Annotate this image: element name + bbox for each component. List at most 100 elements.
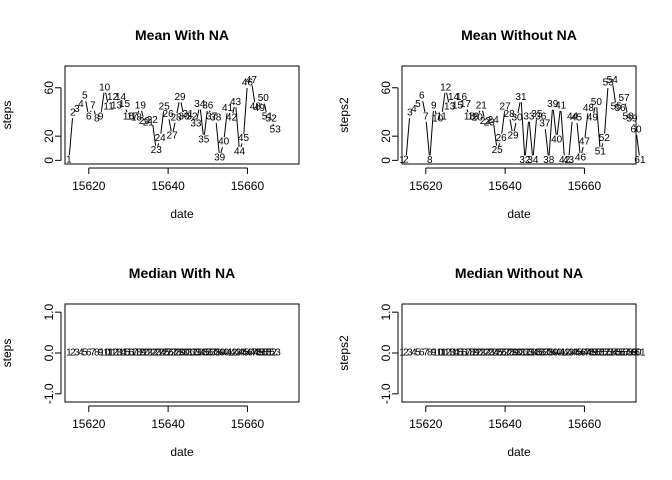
data-point-label: 22	[480, 116, 492, 127]
series-segment	[524, 121, 529, 156]
series-segment	[425, 121, 430, 156]
data-point-label: 30	[178, 348, 190, 359]
data-point-label: 5	[82, 91, 88, 102]
series-segment	[263, 103, 267, 113]
data-point-label: 52	[599, 133, 611, 144]
data-point-label: 18	[464, 348, 476, 359]
data-point-label: 9	[431, 100, 437, 111]
series-segment	[240, 143, 243, 148]
data-point-label: 37	[539, 348, 551, 359]
x-axis-label: date	[507, 207, 531, 221]
data-point-label: 61	[634, 348, 646, 359]
data-point-label: 35	[198, 134, 210, 145]
data-point-label: 2	[70, 348, 76, 359]
data-point-label: 20	[139, 348, 151, 359]
data-point-label: 35	[531, 109, 543, 120]
y-tick-label: 20	[42, 129, 56, 143]
series-segment	[232, 107, 235, 114]
data-point-label: 39	[547, 348, 559, 359]
series-segment	[520, 102, 526, 156]
data-point-label: 7	[90, 348, 96, 359]
data-point-label: 19	[135, 100, 147, 111]
y-tick-label: -1.0	[42, 383, 56, 404]
data-point-label: 15	[119, 348, 131, 359]
data-point-label: 34	[527, 348, 539, 359]
data-point-label: 58	[623, 111, 635, 122]
data-point-label: 34	[194, 348, 206, 359]
data-point-label: 32	[186, 111, 198, 122]
data-point-label: 11	[436, 111, 447, 122]
data-point-label: 17	[127, 111, 139, 122]
data-point-label: 60	[630, 125, 642, 136]
data-point-label: 56	[615, 348, 627, 359]
x-tick-label: 15620	[72, 417, 106, 431]
data-point-label: 45	[571, 348, 583, 359]
x-axis-label: date	[170, 445, 194, 459]
data-point-label: 20	[472, 113, 484, 124]
data-point-label: 16	[456, 348, 468, 359]
data-point-label: 13	[111, 100, 123, 111]
data-point-label: 6	[419, 348, 425, 359]
series-segment	[160, 112, 165, 134]
data-point-label: 54	[607, 75, 619, 86]
x-tick-label: 15640	[488, 417, 522, 431]
data-point-label: 14	[115, 92, 127, 103]
data-point-label: 52	[266, 114, 278, 125]
series-segment	[581, 146, 584, 154]
data-point-label: 50	[258, 93, 270, 104]
series-segment	[528, 121, 533, 156]
data-point-label: 51	[595, 146, 607, 157]
series-segment	[137, 110, 140, 114]
data-point-label: 50	[591, 97, 603, 108]
data-point-label: 12	[440, 82, 452, 93]
data-point-label: 22	[480, 348, 492, 359]
series-segment	[501, 112, 505, 134]
data-point-label: 18	[131, 113, 143, 124]
data-point-label: 43	[563, 155, 575, 166]
data-point-label: 43	[563, 348, 575, 359]
data-point-label: 53	[603, 77, 615, 88]
data-point-label: 38	[210, 348, 222, 359]
data-point-label: 46	[242, 348, 254, 359]
data-point-label: 52	[599, 348, 611, 359]
x-tick-label: 15660	[568, 417, 602, 431]
data-point-label: 31	[515, 348, 527, 359]
data-point-label: 32	[519, 348, 531, 359]
data-point-label: 19	[468, 348, 480, 359]
series-segment	[223, 113, 228, 138]
series-segment	[478, 110, 481, 114]
series-segment	[152, 125, 157, 146]
data-point-label: 49	[587, 348, 599, 359]
data-point-label: 51	[595, 348, 607, 359]
series-segment	[100, 92, 105, 112]
series-segment	[141, 110, 144, 117]
data-point-label: 54	[607, 348, 619, 359]
data-point-label: 59	[626, 114, 638, 125]
data-point-label: 44	[567, 348, 579, 359]
data-point-label: 44	[234, 146, 246, 157]
data-point-label: 53	[270, 125, 282, 136]
data-point-label: 6	[86, 111, 92, 122]
series-segment	[157, 143, 160, 147]
data-point-label: 33	[190, 348, 202, 359]
data-point-label: 21	[476, 348, 488, 359]
data-point-label: 34	[194, 99, 206, 110]
data-point-label: 10	[99, 82, 111, 93]
data-point-label: 23	[484, 348, 496, 359]
data-point-label: 30	[511, 348, 523, 359]
data-point-label: 31	[515, 92, 527, 103]
series-segment	[422, 101, 426, 112]
chart-title: Median Without NA	[455, 265, 583, 281]
series-segment	[636, 135, 640, 156]
data-point-label: 43	[230, 348, 242, 359]
data-point-label: 17	[127, 348, 139, 359]
data-point-label: 41	[555, 348, 567, 359]
data-point-label: 28	[504, 109, 516, 120]
data-point-label: 12	[440, 348, 452, 359]
data-point-label: 48	[250, 348, 262, 359]
x-tick-label: 15620	[409, 417, 443, 431]
plot-frame	[64, 65, 300, 165]
